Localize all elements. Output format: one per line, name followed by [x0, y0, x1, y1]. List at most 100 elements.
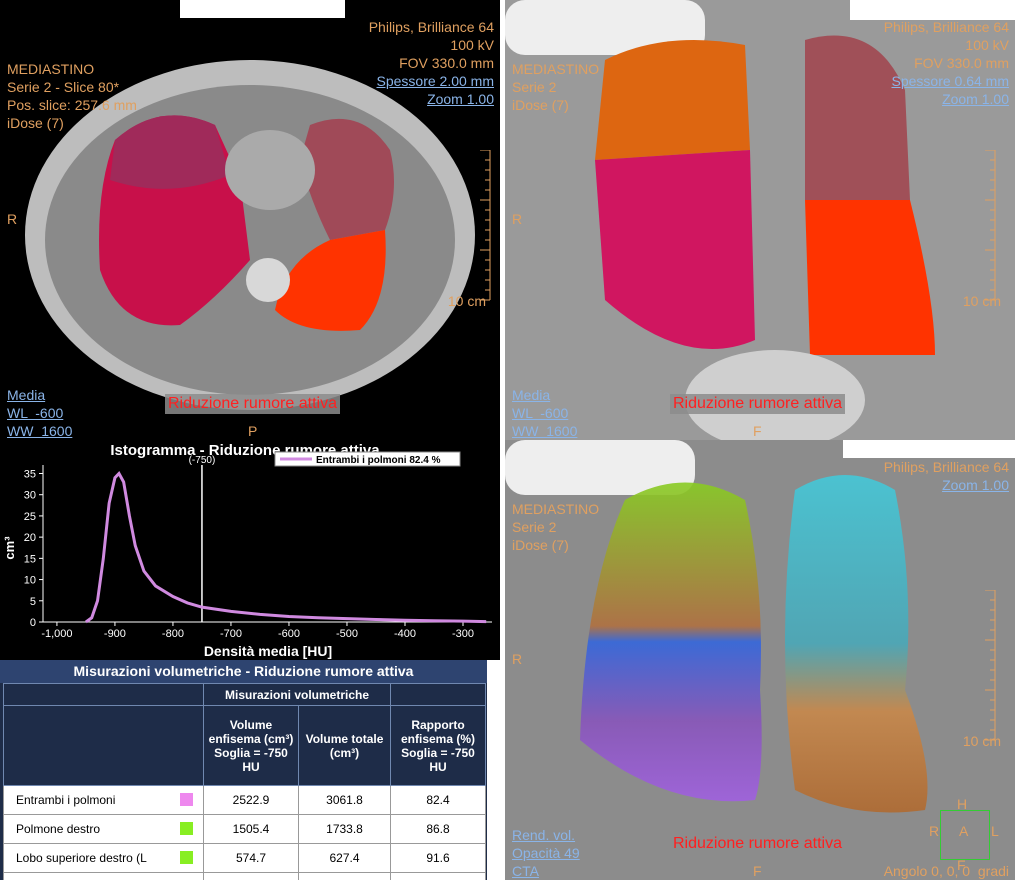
- table-row[interactable]: Entrambi i polmoni 2522.9 3061.8 82.4: [3, 785, 486, 815]
- info-text[interactable]: Media: [7, 387, 46, 403]
- x-tick-label: -1,000: [41, 628, 72, 640]
- info-text: MEDIASTINO: [512, 501, 600, 517]
- x-tick-label: -900: [104, 628, 126, 640]
- x-tick-label: -700: [220, 628, 242, 640]
- info-text: MEDIASTINO: [512, 61, 600, 77]
- column-header: Volume enfisema (cm³) Soglia = -750 HU: [203, 705, 299, 786]
- x-tick-label: -800: [162, 628, 184, 640]
- table: Misurazioni volumetriche Volume enfisema…: [3, 683, 486, 880]
- table-cell: 92.7: [390, 872, 486, 880]
- info-text: Angolo 0, 0, 0 gradi: [883, 863, 1009, 879]
- ruler-ticks: [985, 150, 996, 301]
- table-cell: 627.4: [298, 843, 391, 873]
- header-cell: [3, 683, 204, 706]
- header-cell: [390, 683, 486, 706]
- info-text[interactable]: Spessore 2.00 mm: [376, 73, 495, 89]
- orientation-cube: [940, 810, 990, 860]
- info-text: FOV 330.0 mm: [914, 55, 1009, 71]
- info-text[interactable]: WL -600: [7, 405, 64, 421]
- row-label: Polmone destro: [16, 822, 101, 836]
- info-text[interactable]: Zoom 1.00: [427, 91, 494, 107]
- table-cell: 574.7: [203, 843, 299, 873]
- column-header: Volume totale (cm³): [298, 705, 391, 786]
- table-cell: 1505.4: [203, 814, 299, 844]
- table-row[interactable]: Lobo superiore destro (L 574.7 627.4 91.6: [3, 843, 486, 873]
- row-name: Lobo superiore destro (L: [3, 843, 204, 873]
- table-cell: 86.8: [390, 814, 486, 844]
- x-tick-label: -600: [278, 628, 300, 640]
- column-header: Rapporto enfisema (%) Soglia = -750 HU: [390, 705, 486, 786]
- info-text: iDose (7): [7, 115, 64, 131]
- info-text: Philips, Brilliance 64: [883, 19, 1009, 35]
- ruler-ticks: [480, 150, 491, 301]
- y-tick-label: 35: [24, 468, 36, 480]
- info-text[interactable]: Rend. vol.: [512, 827, 576, 843]
- info-text[interactable]: WL -600: [512, 405, 569, 421]
- orientation-label: A: [959, 823, 969, 839]
- info-text: 100 kV: [450, 37, 494, 53]
- info-text[interactable]: CTA: [512, 863, 539, 879]
- info-text: Serie 2 - Slice 80*: [7, 79, 120, 95]
- noise-banner: Riduzione rumore attiva: [165, 394, 340, 414]
- y-axis-label: cm³: [2, 536, 17, 560]
- histogram: Istogramma - Riduzione rumore attiva0510…: [0, 440, 500, 660]
- info-text[interactable]: Spessore 0.64 mm: [891, 73, 1010, 89]
- table-cell: 1733.8: [298, 814, 391, 844]
- orientation-label: H: [957, 796, 968, 812]
- orientation-label: P: [248, 423, 258, 439]
- axial-viewport[interactable]: Philips, Brilliance 64 100 kV FOV 330.0 mm…: [0, 0, 500, 440]
- coronal-viewport[interactable]: Philips, Brilliance 64 100 kV FOV 330.0 mm…: [505, 0, 1015, 440]
- legend-label: Entrambi i polmoni 82.4 %: [316, 455, 441, 466]
- axial-image: [0, 0, 475, 410]
- color-swatch: [180, 822, 193, 835]
- info-text[interactable]: Media: [512, 387, 551, 403]
- table-row[interactable]: Lobo medio destro (LMD265.9286.792.7: [3, 872, 486, 880]
- row-name: Entrambi i polmoni: [3, 785, 204, 815]
- noise-banner: Riduzione rumore attiva: [670, 834, 845, 854]
- table-cell: 2522.9: [203, 785, 299, 815]
- volume-render-viewport[interactable]: Philips, Brilliance 64 Zoom 1.00 MEDIASTIN…: [505, 440, 1015, 880]
- orientation-label: L: [991, 823, 999, 839]
- histogram-line: [85, 470, 487, 624]
- y-tick-label: 10: [24, 575, 36, 587]
- orientation-label: F: [753, 423, 762, 439]
- x-tick-label: -300: [452, 628, 474, 640]
- info-text: Philips, Brilliance 64: [883, 459, 1009, 475]
- info-text: Pos. slice: 257.6 mm: [7, 97, 137, 113]
- row-name: Lobo medio destro (LMD: [3, 872, 204, 880]
- y-tick-label: 20: [24, 532, 36, 544]
- info-text: iDose (7): [512, 97, 569, 113]
- info-text: Serie 2: [512, 79, 557, 95]
- y-tick-label: 0: [30, 617, 36, 629]
- table-title: Misurazioni volumetriche - Riduzione rum…: [0, 660, 487, 683]
- orientation-label: R: [512, 651, 523, 667]
- table-cell: 82.4: [390, 785, 486, 815]
- info-text[interactable]: Zoom 1.00: [942, 91, 1009, 107]
- info-text[interactable]: Opacità 49: [512, 845, 580, 861]
- table-row[interactable]: Polmone destro 1505.4 1733.8 86.8: [3, 814, 486, 844]
- color-swatch: [180, 793, 193, 806]
- row-name: Polmone destro: [3, 814, 204, 844]
- info-text: FOV 330.0 mm: [399, 55, 494, 71]
- info-text[interactable]: WW 1600: [7, 423, 73, 439]
- row-label: Entrambi i polmoni: [16, 793, 116, 807]
- group-header: Misurazioni volumetriche: [203, 683, 391, 706]
- noise-banner: Riduzione rumore attiva: [670, 394, 845, 414]
- y-tick-label: 30: [24, 490, 36, 502]
- scale-ruler: [480, 150, 491, 301]
- orientation-label: R: [929, 823, 940, 839]
- info-text[interactable]: Zoom 1.00: [942, 477, 1009, 493]
- table-cell: 265.9: [203, 872, 299, 880]
- info-text: MEDIASTINO: [7, 61, 95, 77]
- table-cell: 3061.8: [298, 785, 391, 815]
- table-cell: 91.6: [390, 843, 486, 873]
- info-text[interactable]: WW 1600: [512, 423, 578, 439]
- info-text: 100 kV: [965, 37, 1009, 53]
- threshold-label: (-750): [189, 455, 216, 466]
- scale-label: 10 cm: [447, 293, 486, 309]
- orientation-label: F: [957, 857, 966, 873]
- row-label: Lobo superiore destro (L: [16, 851, 147, 865]
- scale-label: 10 cm: [962, 733, 1001, 749]
- orientation-label: R: [512, 211, 523, 227]
